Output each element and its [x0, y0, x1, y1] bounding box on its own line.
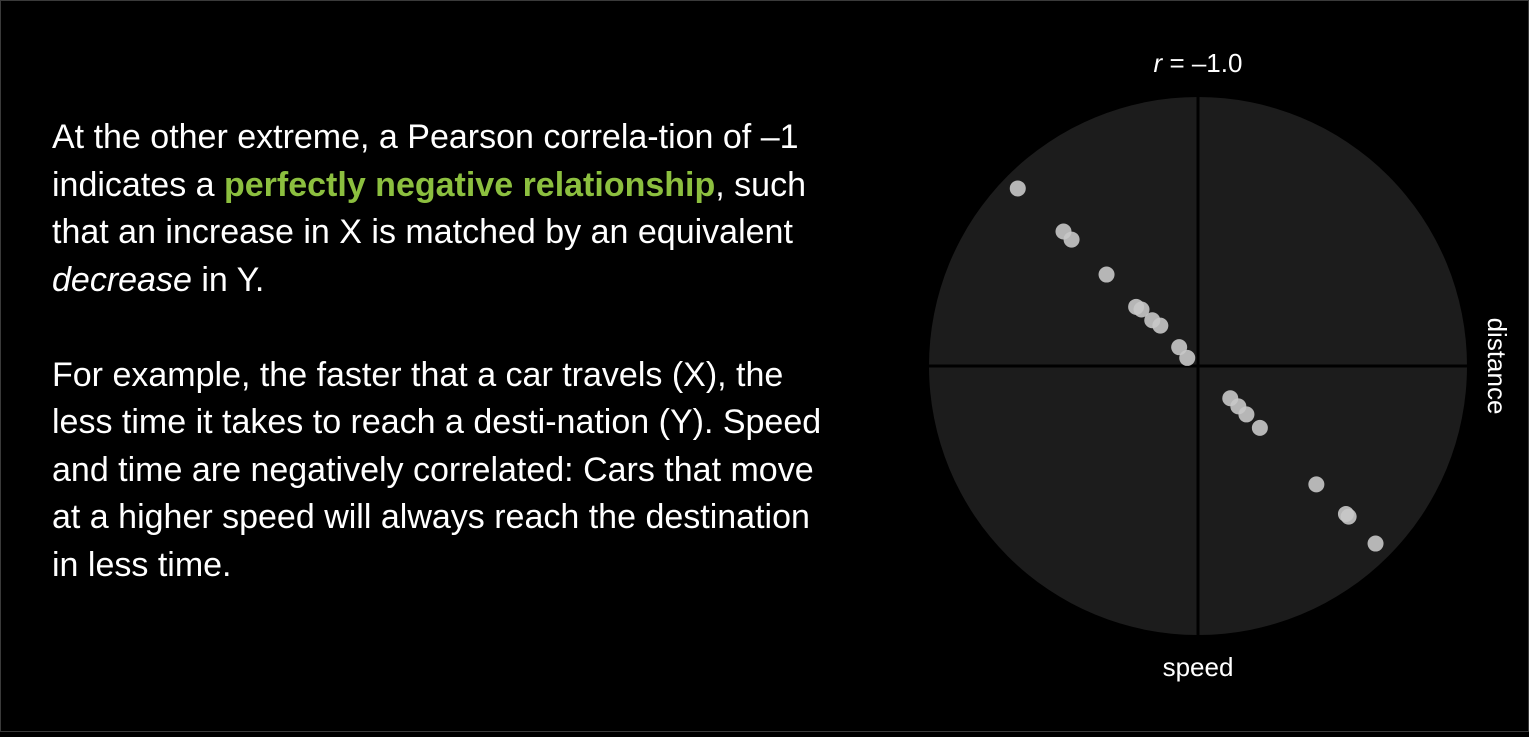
highlight-perfectly-negative: perfectly negative relationship — [224, 165, 716, 204]
definition-text-end: in Y. — [191, 260, 265, 299]
data-point-6 — [1133, 301, 1150, 318]
chart-title-variable: r — [1154, 48, 1164, 78]
x-axis-label: speed — [1163, 652, 1234, 682]
chart-title: r = –1.0 — [1154, 48, 1243, 78]
data-point-10 — [1179, 349, 1196, 366]
paragraph-example: For example, the faster that a car trave… — [52, 355, 822, 584]
emphasis-decrease: decrease — [52, 260, 192, 299]
data-point-17 — [1340, 508, 1357, 525]
chart-title-value: = –1.0 — [1162, 48, 1242, 78]
data-point-18 — [1367, 535, 1384, 552]
data-point-14 — [1251, 419, 1268, 436]
definition-text-middle: , such that an increase in X is matched … — [52, 165, 806, 252]
data-point-13 — [1238, 406, 1255, 423]
explanation-text: At the other extreme, a Pearson correla-… — [52, 114, 832, 589]
data-point-3 — [1063, 231, 1080, 248]
data-point-15 — [1308, 476, 1325, 493]
data-point-8 — [1152, 317, 1169, 334]
data-point-4 — [1098, 266, 1115, 283]
paragraph-definition: At the other extreme, a Pearson correla-… — [52, 114, 832, 304]
data-point-1 — [1009, 180, 1026, 197]
y-axis-label: distance — [1482, 318, 1512, 415]
data-points — [1009, 180, 1384, 552]
definition-text-start: At the other extreme, a Pearson correla-… — [52, 118, 799, 204]
